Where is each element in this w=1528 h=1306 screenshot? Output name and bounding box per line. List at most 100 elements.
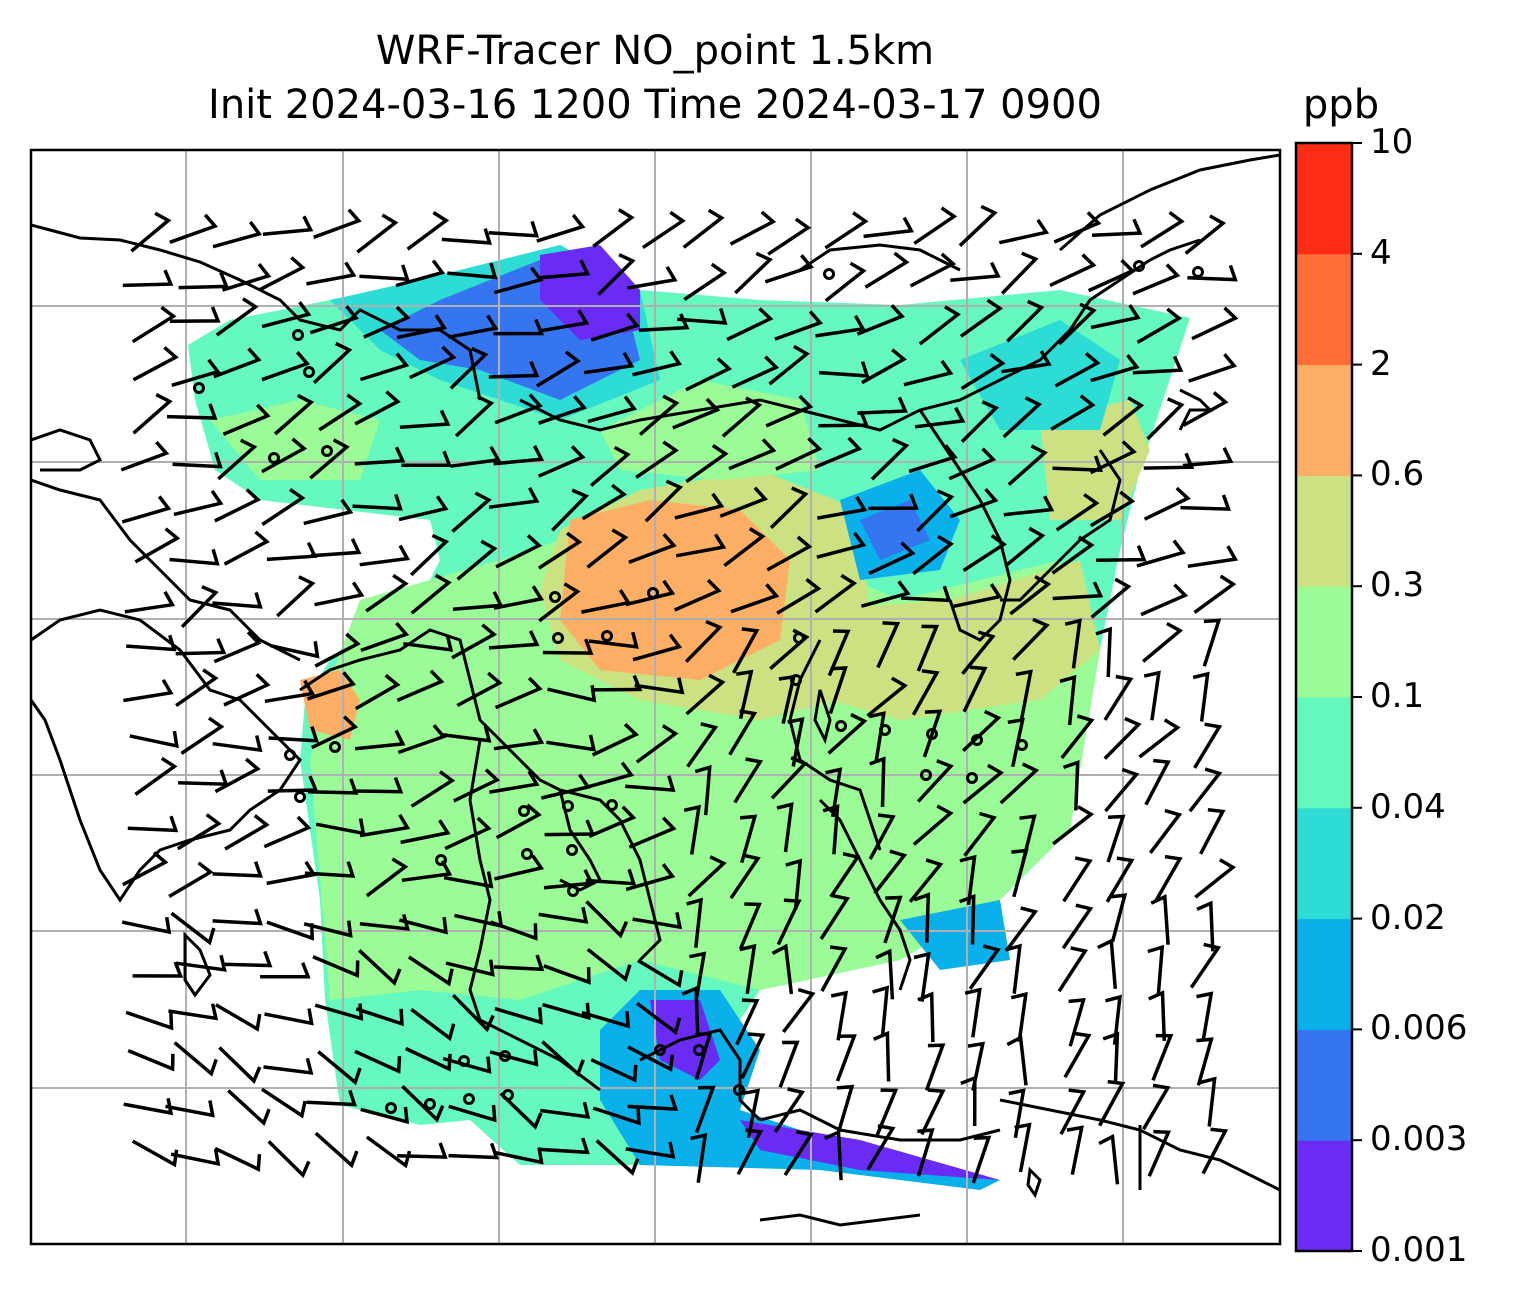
wind-barb bbox=[908, 444, 958, 474]
wind-barb bbox=[494, 1006, 543, 1025]
wind-barb bbox=[488, 487, 540, 509]
coastline-segment bbox=[918, 409, 1012, 642]
wind-barb bbox=[1201, 1127, 1229, 1175]
calm-circle bbox=[733, 1084, 745, 1096]
calm-circle bbox=[567, 885, 579, 897]
wind-barb bbox=[215, 1003, 262, 1032]
wind-barb bbox=[1196, 900, 1215, 952]
wind-barb bbox=[731, 627, 760, 674]
wind-barb bbox=[212, 220, 263, 249]
wind-barb bbox=[1103, 716, 1142, 760]
wind-barb bbox=[401, 450, 452, 468]
wind-barb bbox=[213, 630, 262, 664]
wind-barb bbox=[213, 347, 262, 379]
wind-barbs bbox=[120, 204, 1239, 1185]
wind-barb bbox=[178, 271, 230, 290]
wind-barb bbox=[1138, 718, 1181, 759]
wind-barb bbox=[913, 951, 931, 1002]
coastline-segment bbox=[759, 1213, 921, 1227]
wind-barb bbox=[165, 1100, 215, 1118]
wind-barb bbox=[493, 585, 545, 610]
colorbar-swatch bbox=[1296, 253, 1352, 366]
wind-barb bbox=[410, 573, 452, 615]
wind-barb bbox=[127, 815, 179, 833]
wind-barb bbox=[769, 486, 809, 529]
wind-barb bbox=[493, 954, 545, 972]
wind-barb bbox=[1068, 998, 1086, 1047]
wind-barb bbox=[1150, 894, 1170, 945]
wind-barb bbox=[1109, 893, 1128, 943]
wind-barb bbox=[866, 676, 908, 718]
wind-barb bbox=[952, 583, 1003, 609]
wind-barb bbox=[451, 993, 495, 1033]
wind-barb bbox=[1014, 1122, 1032, 1173]
wind-barb bbox=[173, 489, 224, 517]
calm-circle bbox=[424, 1098, 436, 1110]
wind-barb bbox=[1132, 355, 1184, 375]
wind-barb bbox=[595, 1139, 640, 1176]
wind-barb bbox=[776, 898, 802, 946]
calm-circle bbox=[601, 630, 613, 642]
wind-barb bbox=[354, 390, 401, 426]
wind-barb bbox=[129, 730, 179, 749]
wind-barb bbox=[307, 778, 359, 795]
wind-barb bbox=[1105, 856, 1135, 903]
wind-barb bbox=[169, 306, 221, 323]
wind-barb bbox=[742, 1088, 761, 1139]
wind-barb bbox=[1104, 994, 1122, 1045]
wind-barb bbox=[489, 1049, 539, 1067]
wind-barb bbox=[634, 677, 685, 695]
wind-barb bbox=[1184, 214, 1227, 255]
wind-barb bbox=[493, 318, 544, 336]
wind-barb bbox=[1053, 211, 1102, 244]
wind-barb bbox=[354, 446, 406, 466]
wind-barb bbox=[681, 985, 700, 1037]
wind-barb bbox=[863, 216, 915, 239]
wind-barb bbox=[674, 492, 725, 520]
wind-barb bbox=[1052, 805, 1095, 846]
wind-barb bbox=[132, 961, 184, 978]
wind-barb bbox=[169, 548, 220, 566]
wind-barb bbox=[585, 900, 629, 939]
wind-barb bbox=[675, 533, 727, 558]
wind-barb bbox=[830, 990, 849, 1041]
wind-barb bbox=[873, 849, 908, 895]
wind-barb bbox=[963, 811, 997, 857]
wind-barb bbox=[495, 803, 542, 840]
wind-barb bbox=[825, 767, 843, 818]
wind-barb bbox=[223, 673, 271, 707]
wind-barb bbox=[728, 709, 758, 756]
coastline-segment bbox=[639, 1028, 762, 1122]
coastline-segment bbox=[799, 243, 961, 272]
wind-barb bbox=[694, 764, 712, 816]
wind-barb bbox=[175, 668, 219, 708]
calm-circle bbox=[823, 268, 835, 280]
wind-barb bbox=[314, 581, 365, 607]
coastline-segment bbox=[818, 798, 912, 991]
wind-barb bbox=[1062, 760, 1080, 811]
calm-circle bbox=[303, 366, 315, 378]
wind-barb bbox=[1007, 717, 1025, 768]
wind-barb bbox=[638, 394, 680, 436]
wind-barb bbox=[359, 913, 410, 931]
wind-barb bbox=[1003, 495, 1055, 517]
wind-barb bbox=[876, 621, 901, 669]
wind-barb bbox=[734, 251, 773, 295]
wind-barb bbox=[856, 304, 906, 336]
wind-barb bbox=[447, 262, 498, 280]
wind-barb bbox=[171, 358, 221, 387]
coastlines bbox=[31, 153, 1280, 1227]
wind-barb bbox=[303, 498, 354, 526]
wind-barb bbox=[1189, 942, 1222, 989]
wind-barb bbox=[354, 673, 401, 711]
colorbar-tick-label: 0.04 bbox=[1370, 786, 1446, 827]
wind-barb bbox=[259, 256, 306, 292]
wind-barb bbox=[1143, 670, 1161, 721]
colorbar-tick-label: 0.006 bbox=[1370, 1008, 1468, 1049]
wind-barb bbox=[264, 1008, 314, 1026]
wind-barb bbox=[537, 531, 583, 570]
calm-circle bbox=[966, 772, 978, 784]
wind-barb bbox=[450, 445, 501, 468]
calm-circle bbox=[793, 632, 805, 644]
wind-barb bbox=[399, 409, 451, 430]
